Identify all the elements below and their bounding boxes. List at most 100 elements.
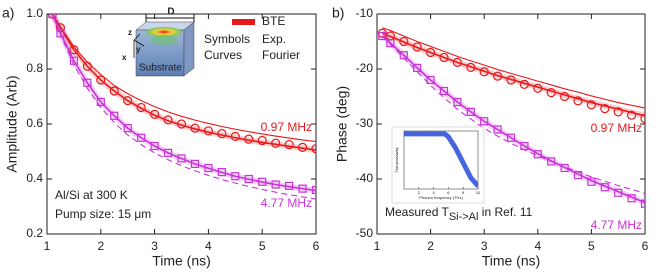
annotation: 4.77 MHz — [261, 196, 312, 210]
data-point — [412, 42, 422, 52]
data-point — [466, 107, 475, 117]
data-point — [439, 52, 449, 63]
data-point — [493, 125, 502, 134]
x-tick-label: 5 — [259, 239, 266, 253]
data-point — [137, 133, 146, 142]
x-tick-label: 8 — [462, 190, 465, 195]
annotation-text: in Ref. 11 — [478, 205, 532, 219]
x-tick-label: 4 — [205, 239, 212, 253]
data-point — [613, 107, 623, 117]
data-point — [109, 86, 119, 96]
data-point — [163, 148, 173, 157]
schematic-label: Substrate — [139, 63, 182, 74]
data-point — [453, 97, 462, 107]
schematic-label: y — [136, 45, 141, 54]
data-point — [136, 102, 146, 113]
x-tick-label: 2 — [97, 239, 104, 253]
x-tick-label: 1 — [374, 239, 381, 253]
data-point — [123, 96, 133, 106]
legend-label: Exp. — [262, 32, 286, 46]
data-point — [506, 133, 516, 142]
y-tick-label: -30 — [356, 116, 374, 130]
x-tick-label: 6 — [313, 239, 320, 253]
data-point — [626, 110, 637, 120]
panel-label: a) — [2, 5, 14, 21]
series-line — [382, 32, 645, 117]
annotation: Pump size: 15 μm — [55, 207, 151, 221]
x-tick-label: 6 — [642, 239, 649, 253]
x-tick-label: 5 — [588, 239, 595, 253]
data-point — [378, 31, 387, 41]
data-point — [204, 163, 213, 173]
plot-frame — [403, 130, 479, 190]
legend-label: Symbols — [204, 32, 250, 46]
y-axis-label: Amplitude (Arb) — [4, 75, 20, 172]
data-point — [640, 113, 645, 124]
data-point — [399, 36, 409, 47]
y-axis-label: Transmissivity — [394, 147, 399, 172]
series-line — [382, 27, 645, 109]
x-tick-label: 6 — [447, 190, 450, 195]
data-point — [547, 157, 556, 166]
x-tick-label: 2 — [427, 239, 434, 253]
x-axis-label: Time (ns) — [152, 253, 211, 269]
y-tick-label: 0.2 — [26, 226, 43, 240]
y-tick-label: -40 — [356, 171, 374, 185]
data-point — [452, 57, 462, 68]
series-group — [377, 27, 645, 208]
annotation: 0.97 MHz — [261, 120, 312, 134]
legend: BTE Symbols Exp. Curves Fourier — [204, 14, 300, 62]
schematic-label: D — [167, 7, 174, 18]
series-line — [51, 14, 316, 192]
data-point — [96, 75, 106, 85]
x-axis-label: Phonon frequency (THz) — [419, 195, 463, 200]
data-point — [640, 199, 645, 208]
data-point — [439, 86, 449, 96]
x-tick-label: 4 — [534, 239, 541, 253]
y-tick-label: 0.4 — [26, 171, 43, 185]
y-tick-label: -50 — [356, 226, 374, 240]
x-axis-label: Time (ns) — [482, 253, 541, 269]
data-point — [386, 39, 395, 48]
data-point — [69, 45, 79, 55]
data-point — [123, 124, 132, 133]
inset-background — [391, 126, 485, 204]
legend-label: BTE — [262, 14, 285, 28]
schematic-label: z — [128, 28, 132, 37]
series-line — [51, 14, 316, 200]
series-group — [404, 131, 478, 188]
series-line — [404, 131, 478, 188]
data-point — [190, 159, 200, 168]
schematic-label: x — [122, 53, 127, 62]
legend-label: Curves — [204, 48, 242, 62]
data-point — [284, 140, 294, 150]
legend-label: Fourier — [262, 48, 300, 62]
x-tick-label: 3 — [151, 239, 158, 253]
annotation: Al/Si at 300 K — [55, 188, 128, 202]
data-point — [257, 135, 267, 146]
data-point — [56, 29, 65, 38]
x-tick-label: 1 — [44, 239, 51, 253]
series-group — [47, 14, 316, 200]
annotation-text: Measured T — [385, 205, 449, 219]
x-tick-label: 2 — [418, 190, 421, 195]
series-line — [381, 35, 645, 194]
series-line — [51, 14, 316, 143]
plots: 1 2 3 4 5 6 0.2 0.4 0.6 0.8 1.0 Time (ns) Amplitude … — [4, 6, 649, 269]
data-point — [150, 141, 159, 151]
series-line — [51, 14, 316, 151]
data-point — [573, 96, 583, 106]
y-tick-label: 0.8 — [26, 61, 43, 75]
data-point — [48, 14, 57, 19]
series-line — [381, 35, 645, 204]
data-point — [110, 111, 119, 120]
annotation: 0.97 MHz — [591, 121, 642, 135]
y-tick-label: 0.6 — [26, 116, 43, 130]
data-point — [600, 103, 610, 114]
x-tick-label: 10 — [476, 190, 481, 195]
data-point — [586, 100, 597, 110]
data-point — [426, 47, 436, 58]
x-tick-label: 3 — [481, 239, 488, 253]
